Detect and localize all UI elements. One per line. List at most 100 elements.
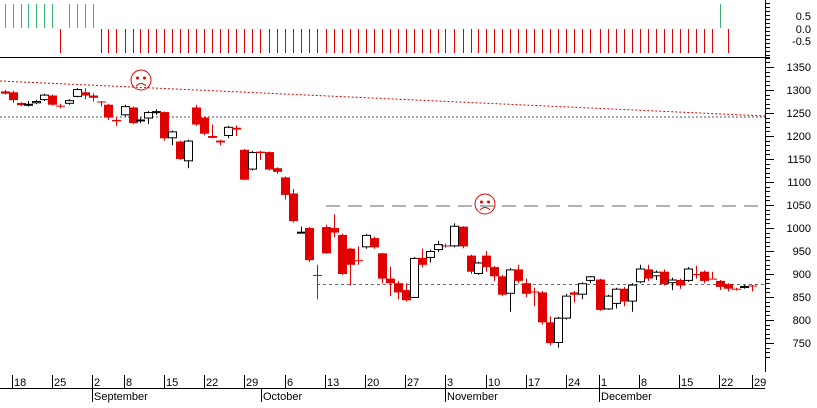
day-tick-label: 20 xyxy=(367,377,379,389)
price-tick-label: 1150 xyxy=(787,154,811,166)
month-label: November xyxy=(447,391,498,403)
candle xyxy=(628,283,637,312)
candle xyxy=(160,111,169,141)
candle xyxy=(418,248,427,268)
candle xyxy=(578,282,587,300)
candle xyxy=(506,268,515,312)
trendline xyxy=(0,80,766,117)
candle xyxy=(208,124,217,139)
candle xyxy=(732,287,741,291)
candle xyxy=(152,109,161,115)
price-tick-label: 950 xyxy=(793,246,811,258)
date-axis: 18 25 2 8 15 22 29 6 13 20 27 3 10 17 24 1 8 15 22 29Septem… xyxy=(12,375,766,403)
candle xyxy=(362,233,371,249)
candle xyxy=(338,233,347,275)
candle xyxy=(434,240,443,252)
price-tick-label: 1350 xyxy=(787,62,811,74)
candle xyxy=(459,226,468,249)
candle xyxy=(644,264,653,281)
candle xyxy=(570,291,579,303)
candle xyxy=(297,226,306,234)
indicator-axis: 0.50.0-0.5 xyxy=(766,3,811,56)
candle xyxy=(313,264,322,300)
candle xyxy=(426,249,435,263)
candle xyxy=(176,140,185,160)
candle xyxy=(354,246,363,265)
candle xyxy=(554,316,563,348)
candle xyxy=(402,283,411,302)
candle xyxy=(1,90,10,95)
candle xyxy=(56,103,65,109)
day-tick-label: 6 xyxy=(287,377,293,389)
candle xyxy=(474,261,483,275)
day-tick-label: 27 xyxy=(407,377,419,389)
candle xyxy=(724,283,733,292)
candle xyxy=(184,139,193,169)
candle xyxy=(24,101,33,107)
candle xyxy=(636,264,645,284)
candle xyxy=(522,278,531,297)
candle xyxy=(410,256,419,298)
candle xyxy=(716,279,725,291)
candle xyxy=(256,150,265,160)
day-tick-label: 13 xyxy=(327,377,339,389)
day-tick-label: 17 xyxy=(528,377,540,389)
price-tick-label: 1000 xyxy=(787,223,811,235)
candle xyxy=(604,294,613,310)
candle xyxy=(232,125,241,136)
candle xyxy=(700,270,709,284)
candle xyxy=(668,277,677,291)
candle xyxy=(65,99,74,105)
candle xyxy=(596,278,605,311)
candle xyxy=(322,224,331,254)
day-tick-label: 15 xyxy=(166,377,178,389)
indicator-panel xyxy=(5,4,729,53)
candle xyxy=(708,271,717,280)
candle xyxy=(144,111,153,125)
indicator-tick-label: -0.5 xyxy=(792,36,811,48)
candle xyxy=(97,101,106,107)
candle xyxy=(305,227,314,263)
candle xyxy=(224,125,233,139)
candle xyxy=(370,236,379,249)
day-tick-label: 10 xyxy=(488,377,500,389)
candle xyxy=(136,117,145,124)
price-tick-label: 1050 xyxy=(787,200,811,212)
candle xyxy=(17,102,26,107)
candle xyxy=(660,269,669,286)
candle xyxy=(546,316,555,346)
indicator-tick-label: 0.0 xyxy=(796,24,811,36)
day-tick-label: 8 xyxy=(641,377,647,389)
month-label: October xyxy=(263,391,302,403)
chart-frame xyxy=(0,0,770,389)
candle xyxy=(740,285,749,289)
candle xyxy=(89,93,98,102)
day-tick-label: 24 xyxy=(568,377,580,389)
candlestick-series xyxy=(1,88,757,348)
day-tick-label: 22 xyxy=(206,377,218,389)
candle xyxy=(620,286,629,307)
candle xyxy=(40,93,49,102)
day-tick-label: 15 xyxy=(681,377,693,389)
candle xyxy=(112,117,121,126)
candle xyxy=(330,214,339,238)
day-tick-label: 8 xyxy=(126,377,132,389)
price-tick-label: 1200 xyxy=(787,131,811,143)
candle xyxy=(467,254,476,274)
price-tick-label: 1100 xyxy=(787,177,811,189)
day-tick-label: 22 xyxy=(721,377,733,389)
candle xyxy=(386,266,395,297)
candle xyxy=(378,252,387,284)
candle xyxy=(394,280,403,300)
candle xyxy=(9,90,18,103)
candle xyxy=(498,274,507,297)
price-tick-label: 900 xyxy=(793,269,811,281)
candle xyxy=(490,266,499,281)
candle xyxy=(530,287,539,307)
candle xyxy=(346,247,355,286)
annotation-layer xyxy=(0,69,766,285)
sad-face-icon xyxy=(130,69,152,91)
candle xyxy=(514,264,523,284)
candle xyxy=(538,291,547,325)
